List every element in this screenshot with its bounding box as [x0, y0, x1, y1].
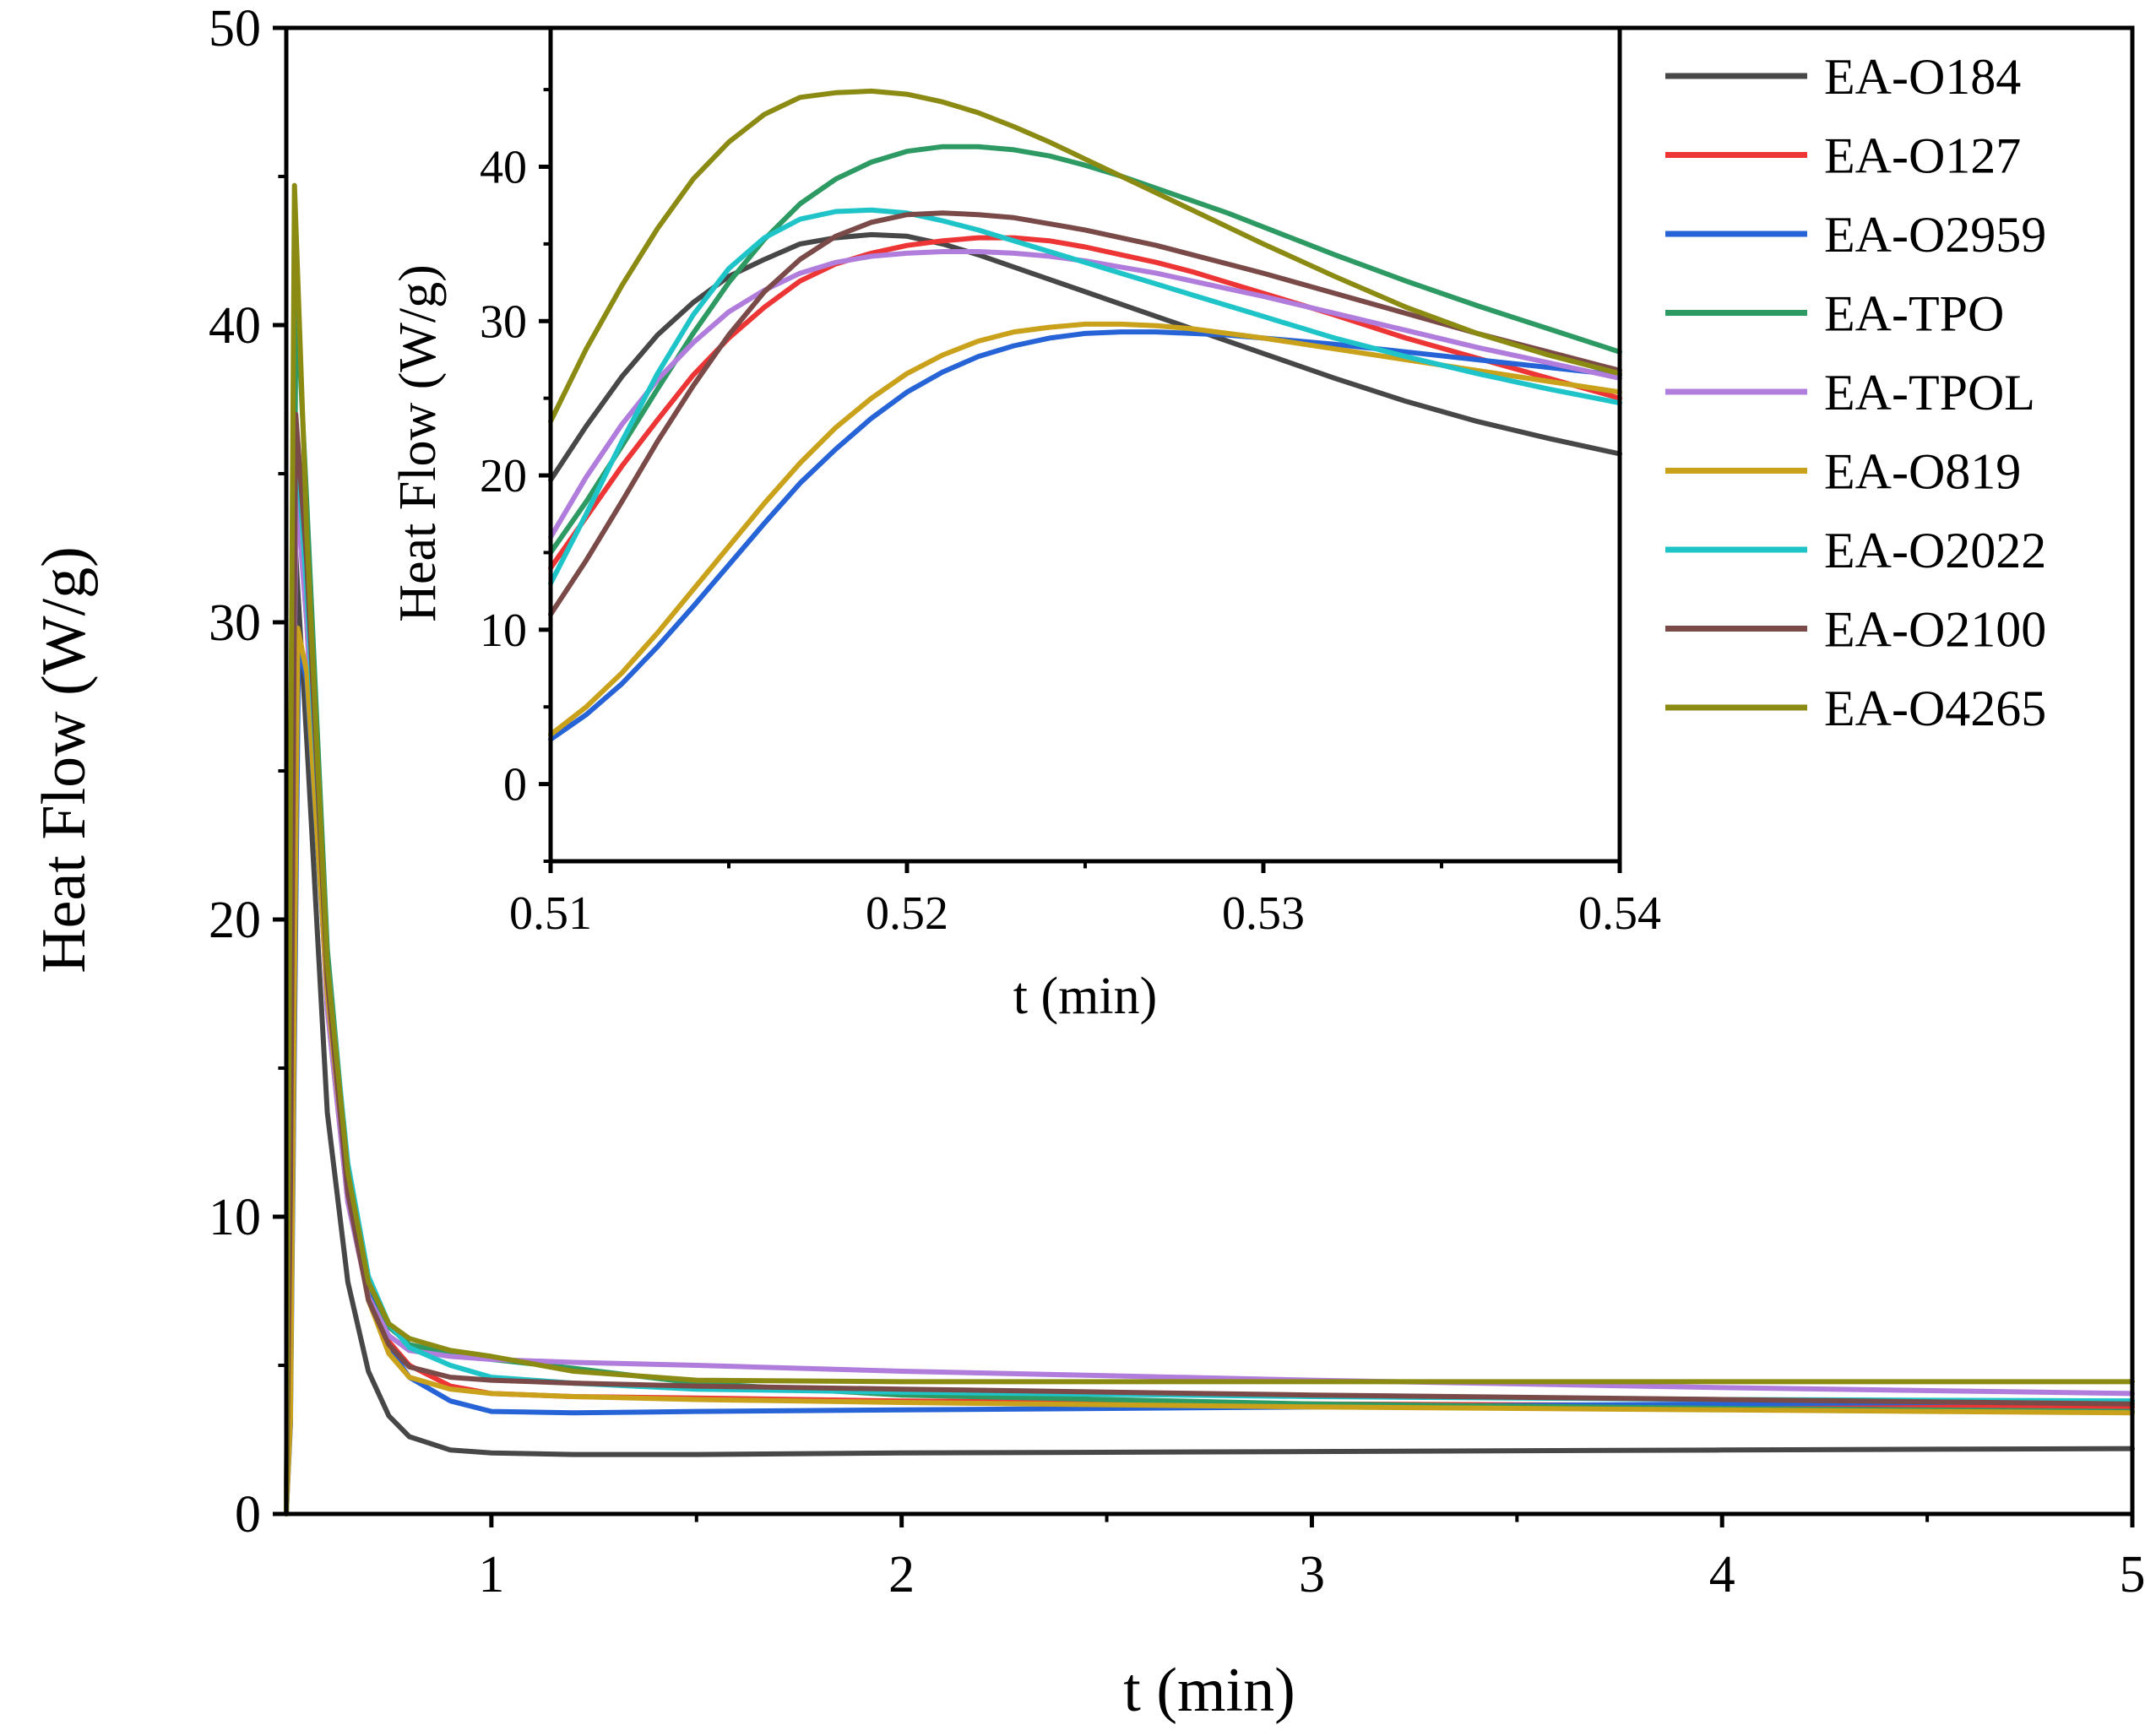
- inset-series-ea-o2959: [548, 329, 1622, 742]
- main-y-tick-label: 50: [209, 0, 261, 57]
- inset-series-ea-tpol: [548, 249, 1622, 540]
- legend-label-ea-o2022: EA-O2022: [1824, 523, 2046, 578]
- inset-series-group: [548, 88, 1622, 742]
- legend: EA-O184 EA-O127 EA-O2959 EA-TPO EA-TPOL EA-O8…: [1665, 49, 2046, 736]
- inset-y-tick-label: 20: [480, 450, 527, 502]
- legend-label-ea-tpol: EA-TPOL: [1824, 365, 2035, 420]
- inset-series-ea-o2100: [548, 210, 1622, 617]
- inset-x-tick-label: 0.54: [1578, 887, 1661, 940]
- legend-label-ea-o819: EA-O819: [1824, 444, 2021, 500]
- main-x-tick-label: 4: [1709, 1546, 1735, 1603]
- inset-x-axis-ticks: 0.51 0.52 0.53 0.54: [509, 861, 1661, 940]
- inset-y-tick-label: 30: [480, 296, 527, 348]
- inset-series-ea-o4265: [548, 88, 1622, 425]
- main-series-ea-o4265: [284, 182, 2135, 1516]
- inset-x-axis-label: t (min): [1013, 968, 1157, 1025]
- main-y-tick-label: 0: [235, 1486, 261, 1543]
- inset-y-axis-label: Heat Flow (W/g): [389, 264, 447, 622]
- main-x-tick-label: 1: [478, 1546, 504, 1603]
- inset-series-ea-o184: [548, 231, 1622, 483]
- main-y-tick-label: 40: [209, 297, 261, 355]
- main-y-tick-label: 10: [209, 1189, 261, 1246]
- main-y-tick-label: 30: [209, 594, 261, 652]
- main-y-axis-label: Heat Flow (W/g): [30, 546, 99, 974]
- inset-x-tick-label: 0.53: [1222, 887, 1305, 940]
- inset-y-axis-ticks: 0 10 20 30 40: [480, 88, 551, 863]
- inset-series-ea-tpo: [548, 144, 1622, 556]
- inset-plot: 0.51 0.52 0.53 0.54 0 10 20 30 40 t (min) Heat …: [389, 25, 1661, 1025]
- inset-x-tick-label: 0.52: [866, 887, 948, 940]
- main-y-axis-ticks: 0 10 20 30 40 50: [209, 0, 286, 1543]
- main-x-tick-label: 2: [888, 1546, 915, 1603]
- main-x-axis-ticks: 1 2 3 4 5: [478, 1514, 2145, 1603]
- inset-y-tick-label: 40: [480, 142, 527, 194]
- main-x-axis-label: t (min): [1123, 1656, 1295, 1725]
- main-y-tick-label: 20: [209, 892, 261, 949]
- main-series-ea-tpol: [284, 486, 2135, 1516]
- inset-series-ea-o2022: [548, 207, 1622, 586]
- legend-label-ea-o127: EA-O127: [1824, 128, 2021, 184]
- main-series-ea-o819: [284, 626, 2135, 1516]
- main-x-tick-label: 5: [2120, 1546, 2145, 1603]
- main-series-group: [284, 182, 2135, 1516]
- main-series-ea-o2100: [284, 411, 2135, 1516]
- legend-label-ea-o184: EA-O184: [1824, 49, 2021, 105]
- inset-y-tick-label: 10: [480, 605, 527, 657]
- legend-label-ea-o4265: EA-O4265: [1824, 681, 2046, 736]
- inset-background: [551, 28, 1620, 861]
- legend-label-ea-tpo: EA-TPO: [1824, 286, 2004, 342]
- legend-label-ea-o2100: EA-O2100: [1824, 602, 2046, 658]
- inset-series-ea-o819: [548, 321, 1622, 738]
- inset-x-tick-label: 0.51: [509, 887, 592, 940]
- legend-label-ea-o2959: EA-O2959: [1824, 207, 2046, 263]
- main-x-tick-label: 3: [1299, 1546, 1325, 1603]
- inset-y-tick-label: 0: [503, 759, 527, 811]
